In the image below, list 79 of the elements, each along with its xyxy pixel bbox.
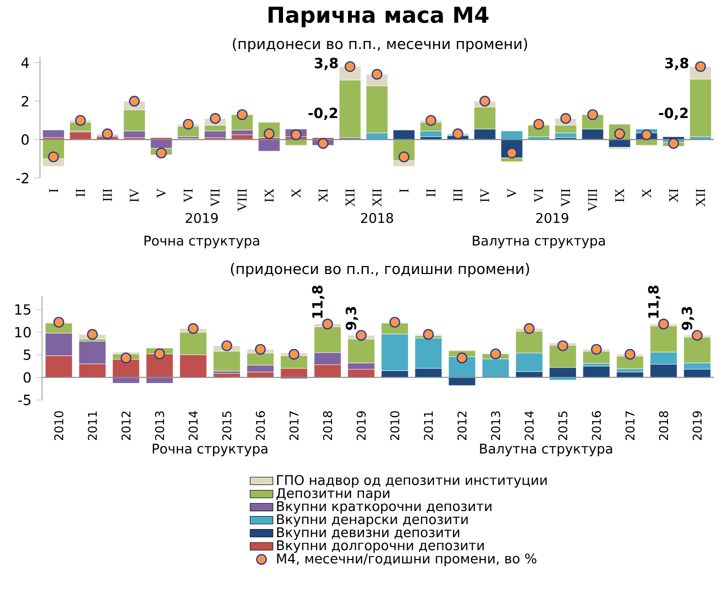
y-tick-label: 4 bbox=[21, 58, 29, 68]
x-tick-label: III bbox=[454, 188, 462, 202]
legend-label: М4, месечни/годишни промени, во % bbox=[277, 553, 536, 566]
x-tick-label: II bbox=[76, 188, 85, 197]
x-tick-label: 2017 bbox=[289, 411, 299, 440]
x-tick-label: 2013 bbox=[155, 411, 164, 440]
x-tick-label: V bbox=[156, 188, 166, 198]
x-tick-label: 2011 bbox=[88, 412, 97, 440]
data-label: 9,3 bbox=[346, 306, 358, 330]
x-tick-label: VI bbox=[184, 188, 193, 202]
text: Валутна структура bbox=[472, 236, 605, 248]
x-tick-label: IX bbox=[264, 188, 274, 202]
x-tick-label: IX bbox=[615, 188, 624, 202]
x-tick-label: XII bbox=[346, 188, 354, 207]
data-label: 3,8 bbox=[665, 58, 688, 70]
text: Валутна структура bbox=[480, 444, 612, 456]
y-tick-label: 10 bbox=[15, 326, 31, 338]
x-tick-label: X bbox=[292, 188, 300, 198]
y-tick-label: -5 bbox=[18, 394, 30, 406]
x-tick-label: 2018 bbox=[323, 411, 332, 440]
x-tick-label: 2014 bbox=[524, 411, 534, 440]
data-label: -0,2 bbox=[659, 108, 688, 120]
legend-label: Депозитни пари bbox=[276, 488, 390, 501]
y-tick-label: 2 bbox=[22, 96, 28, 106]
text: Рочна структура bbox=[152, 444, 268, 456]
data-label: -0,2 bbox=[308, 108, 338, 120]
x-tick-label: I bbox=[400, 188, 408, 192]
x-tick-label: V bbox=[507, 188, 516, 198]
x-tick-label: 2012 bbox=[121, 412, 131, 440]
data-label: 9,3 bbox=[682, 306, 694, 330]
x-tick-label: X bbox=[642, 188, 651, 198]
y-tick-label: 0 bbox=[22, 134, 29, 145]
x-tick-label: XII bbox=[696, 188, 705, 207]
chart-subtitle: (придонеси во п.п., годишни промени) bbox=[230, 262, 530, 278]
x-tick-label: VIII bbox=[588, 188, 598, 212]
text: 2019 bbox=[186, 212, 218, 224]
x-tick-label: 2011 bbox=[424, 412, 433, 440]
legend-label: Вкупни долгорочни депозити bbox=[277, 540, 484, 553]
data-label: 11,8 bbox=[312, 286, 324, 318]
text: 2018 bbox=[361, 212, 394, 224]
y-tick-label: 15 bbox=[15, 304, 30, 315]
y-tick-label: -2 bbox=[16, 172, 28, 184]
x-tick-label: VI bbox=[534, 188, 544, 202]
chart-title: Парична маса М4 bbox=[268, 6, 488, 28]
legend-label: Вкупни девизни депозити bbox=[277, 527, 460, 540]
x-tick-label: 2014 bbox=[188, 411, 198, 440]
x-tick-label: II bbox=[426, 188, 436, 197]
x-tick-label: 2018 bbox=[659, 411, 668, 440]
x-tick-label: 2019 bbox=[692, 411, 702, 440]
legend-label: ГПО надвор од депозитни институции bbox=[277, 474, 547, 488]
y-tick-label: 0 bbox=[24, 372, 31, 383]
data-label: 11,8 bbox=[648, 286, 660, 318]
x-tick-label: VIII bbox=[238, 188, 247, 212]
x-tick-label: XI bbox=[669, 188, 678, 202]
data-label: 3,8 bbox=[314, 58, 338, 70]
x-tick-label: 2016 bbox=[256, 411, 265, 440]
x-tick-label: 2017 bbox=[625, 411, 635, 440]
x-tick-label: XI bbox=[318, 188, 328, 202]
x-tick-label: IV bbox=[480, 188, 490, 202]
x-tick-label: 2010 bbox=[54, 411, 64, 440]
text: Рочна структура bbox=[144, 236, 260, 248]
legend-label: Вкупни денарски депозити bbox=[277, 514, 468, 527]
x-tick-label: IV bbox=[130, 188, 139, 202]
x-tick-label: I bbox=[49, 188, 58, 192]
x-tick-label: VII bbox=[210, 188, 220, 207]
x-tick-label: III bbox=[103, 188, 112, 202]
x-tick-label: 2010 bbox=[390, 411, 400, 440]
chart-subtitle: (придонеси во п.п., месечни промени) bbox=[232, 38, 528, 52]
x-tick-label: 2013 bbox=[491, 411, 500, 440]
x-tick-label: 2015 bbox=[558, 411, 568, 440]
x-tick-label: VII bbox=[561, 188, 570, 207]
x-tick-label: 2019 bbox=[356, 411, 366, 440]
x-tick-label: XII bbox=[372, 188, 382, 207]
y-tick-label: 5 bbox=[24, 350, 30, 360]
x-tick-label: 2015 bbox=[222, 411, 232, 440]
text: 2019 bbox=[536, 212, 568, 224]
legend-label: Вкупни краткорочни депозити bbox=[277, 501, 492, 514]
x-tick-label: 2016 bbox=[592, 411, 601, 440]
x-tick-label: 2012 bbox=[457, 412, 467, 440]
